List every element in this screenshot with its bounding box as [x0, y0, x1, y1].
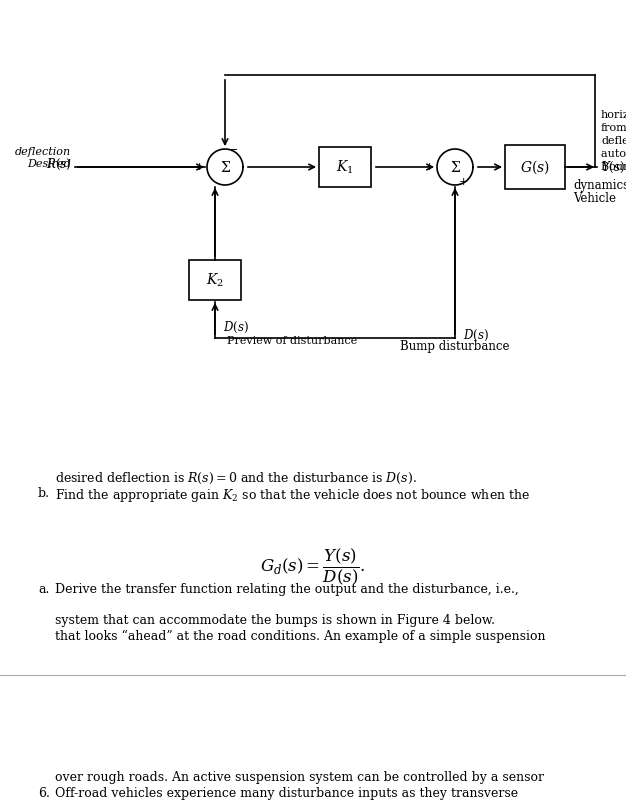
Text: system that can accommodate the bumps is shown in Figure 4 below.: system that can accommodate the bumps is…: [55, 614, 495, 627]
Bar: [189, 260, 241, 300]
Text: horizontal: horizontal: [601, 110, 626, 120]
Text: $\Sigma$: $\Sigma$: [449, 159, 461, 175]
Text: $K_2$: $K_2$: [206, 271, 224, 289]
Text: deflection: deflection: [601, 136, 626, 146]
Text: from: from: [601, 123, 626, 133]
Text: $D(s)$: $D(s)$: [223, 320, 249, 335]
Text: Bump disturbance: Bump disturbance: [400, 340, 510, 353]
Text: auto or: auto or: [601, 149, 626, 159]
Text: +: +: [424, 162, 434, 172]
Text: +: +: [195, 162, 204, 172]
Text: Desired: Desired: [27, 159, 71, 169]
Text: Off-road vehicles experience many disturbance inputs as they transverse: Off-road vehicles experience many distur…: [55, 787, 518, 800]
Text: $G(s)$: $G(s)$: [520, 158, 550, 175]
Text: that looks “ahead” at the road conditions. An example of a simple suspension: that looks “ahead” at the road condition…: [55, 630, 545, 643]
Text: $D(s)$: $D(s)$: [463, 328, 489, 343]
Text: $G_d(s) = \dfrac{Y(s)}{D(s)}.$: $G_d(s) = \dfrac{Y(s)}{D(s)}.$: [260, 547, 366, 588]
Text: Preview of disturbance: Preview of disturbance: [227, 336, 357, 346]
Text: deflection: deflection: [15, 147, 71, 157]
Bar: [505, 145, 565, 189]
Text: $Y(s)$: $Y(s)$: [601, 160, 625, 175]
Text: desired deflection is $R(s) = 0$ and the disturbance is $D(s)$.: desired deflection is $R(s) = 0$ and the…: [55, 471, 417, 486]
Text: Bounce of: Bounce of: [601, 162, 626, 172]
Text: Derive the transfer function relating the output and the disturbance, i.e.,: Derive the transfer function relating th…: [55, 583, 519, 596]
Text: Vehicle: Vehicle: [573, 192, 616, 205]
Text: 6.: 6.: [38, 787, 50, 800]
Text: $K_1$: $K_1$: [336, 159, 354, 175]
Text: over rough roads. An active suspension system can be controlled by a sensor: over rough roads. An active suspension s…: [55, 771, 544, 784]
Text: $\Sigma$: $\Sigma$: [220, 159, 230, 175]
Text: −: −: [229, 145, 239, 155]
Text: −: −: [195, 162, 204, 172]
Text: dynamics: dynamics: [573, 179, 626, 192]
Text: +: +: [459, 177, 468, 187]
Text: a.: a.: [38, 583, 49, 596]
Text: Find the appropriate gain $K_2$ so that the vehicle does not bounce when the: Find the appropriate gain $K_2$ so that …: [55, 487, 530, 504]
Text: $R(s)$: $R(s)$: [46, 157, 71, 172]
Bar: [319, 147, 371, 187]
Text: b.: b.: [38, 487, 50, 500]
